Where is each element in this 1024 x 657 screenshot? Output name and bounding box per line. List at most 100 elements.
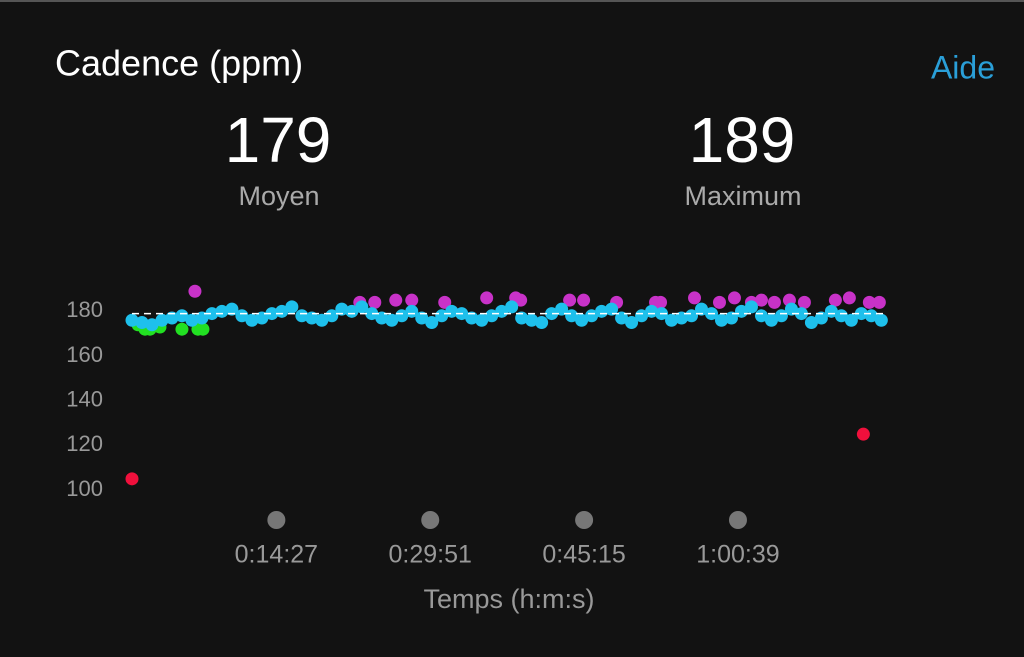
data-point — [545, 307, 559, 321]
data-point — [175, 309, 189, 323]
data-point — [196, 322, 210, 336]
data-point — [645, 304, 659, 318]
data-point — [305, 311, 319, 325]
data-point — [445, 304, 459, 318]
data-point — [438, 295, 452, 309]
data-point — [595, 304, 609, 318]
data-point — [734, 304, 748, 318]
x-tick-label: 1:00:39 — [696, 541, 779, 569]
data-point — [844, 313, 858, 327]
data-point — [625, 316, 639, 329]
data-point — [862, 295, 876, 309]
data-point — [764, 313, 778, 327]
x-tick-dot — [421, 511, 440, 529]
data-point — [415, 311, 429, 325]
data-point — [365, 307, 379, 321]
data-point — [695, 302, 709, 316]
data-point — [854, 307, 868, 321]
x-tick-dot — [575, 511, 594, 529]
x-tick-dot — [267, 511, 286, 529]
data-point — [385, 313, 399, 327]
data-point — [754, 293, 768, 307]
data-point — [368, 295, 382, 309]
y-tick-label: 180 — [66, 297, 103, 322]
data-point — [285, 300, 299, 314]
data-point — [514, 293, 528, 307]
data-point — [864, 309, 878, 323]
data-point — [315, 313, 329, 327]
data-point — [874, 313, 888, 327]
data-point — [295, 309, 309, 323]
data-point — [563, 293, 577, 307]
data-point — [145, 318, 159, 332]
data-point — [505, 300, 519, 314]
data-point — [635, 309, 649, 323]
data-point — [165, 311, 179, 325]
stat-value: 179 — [225, 104, 332, 176]
data-point — [389, 293, 403, 307]
data-point — [615, 311, 629, 325]
data-point — [797, 295, 811, 309]
data-point — [714, 313, 728, 327]
data-point — [727, 291, 741, 305]
x-tick-dot — [728, 511, 747, 529]
data-point — [515, 311, 529, 325]
data-point — [744, 300, 758, 314]
data-point — [828, 293, 842, 307]
stat-value: 189 — [689, 104, 796, 176]
data-point — [824, 304, 838, 318]
data-point — [395, 309, 409, 323]
x-tick-label: 0:14:27 — [235, 541, 318, 569]
data-point — [275, 304, 289, 318]
data-point — [235, 309, 249, 323]
x-tick-label: 0:29:51 — [389, 541, 472, 569]
data-point — [872, 295, 886, 309]
data-point — [405, 304, 419, 318]
data-point — [724, 311, 738, 325]
data-point — [834, 309, 848, 323]
data-point — [465, 311, 479, 325]
data-point — [565, 309, 579, 323]
data-point — [225, 302, 239, 316]
y-tick-label: 140 — [66, 386, 103, 411]
data-point — [185, 313, 199, 327]
data-point — [125, 472, 139, 486]
y-tick-label: 160 — [66, 342, 103, 367]
data-point — [525, 313, 539, 327]
data-point — [814, 311, 828, 325]
data-point — [485, 309, 499, 323]
data-point — [475, 313, 489, 327]
data-point — [665, 313, 679, 327]
data-point — [575, 313, 589, 327]
data-point — [654, 295, 668, 309]
data-point — [804, 316, 818, 329]
data-point — [774, 309, 788, 323]
data-point — [125, 313, 139, 327]
data-point — [405, 293, 419, 307]
x-tick-label: 0:45:15 — [542, 541, 625, 569]
data-point — [155, 313, 169, 327]
data-point — [335, 302, 349, 316]
data-point — [856, 427, 870, 441]
data-point — [205, 307, 219, 321]
data-point — [535, 316, 549, 329]
data-point — [577, 293, 591, 307]
data-point — [754, 309, 768, 323]
data-point — [345, 304, 359, 318]
data-point — [175, 322, 189, 336]
data-point — [794, 307, 808, 321]
data-point — [675, 311, 689, 325]
data-point — [585, 309, 599, 323]
data-point — [325, 309, 339, 323]
data-point — [435, 309, 449, 323]
data-point — [188, 284, 202, 298]
data-point — [842, 291, 856, 305]
stat-label: Maximum — [684, 181, 801, 211]
help-link[interactable]: Aide — [931, 49, 995, 85]
chart-title: Cadence (ppm) — [55, 43, 303, 84]
stat-label: Moyen — [238, 181, 319, 211]
data-point — [215, 304, 229, 318]
data-point — [425, 316, 439, 329]
data-point — [265, 307, 279, 321]
